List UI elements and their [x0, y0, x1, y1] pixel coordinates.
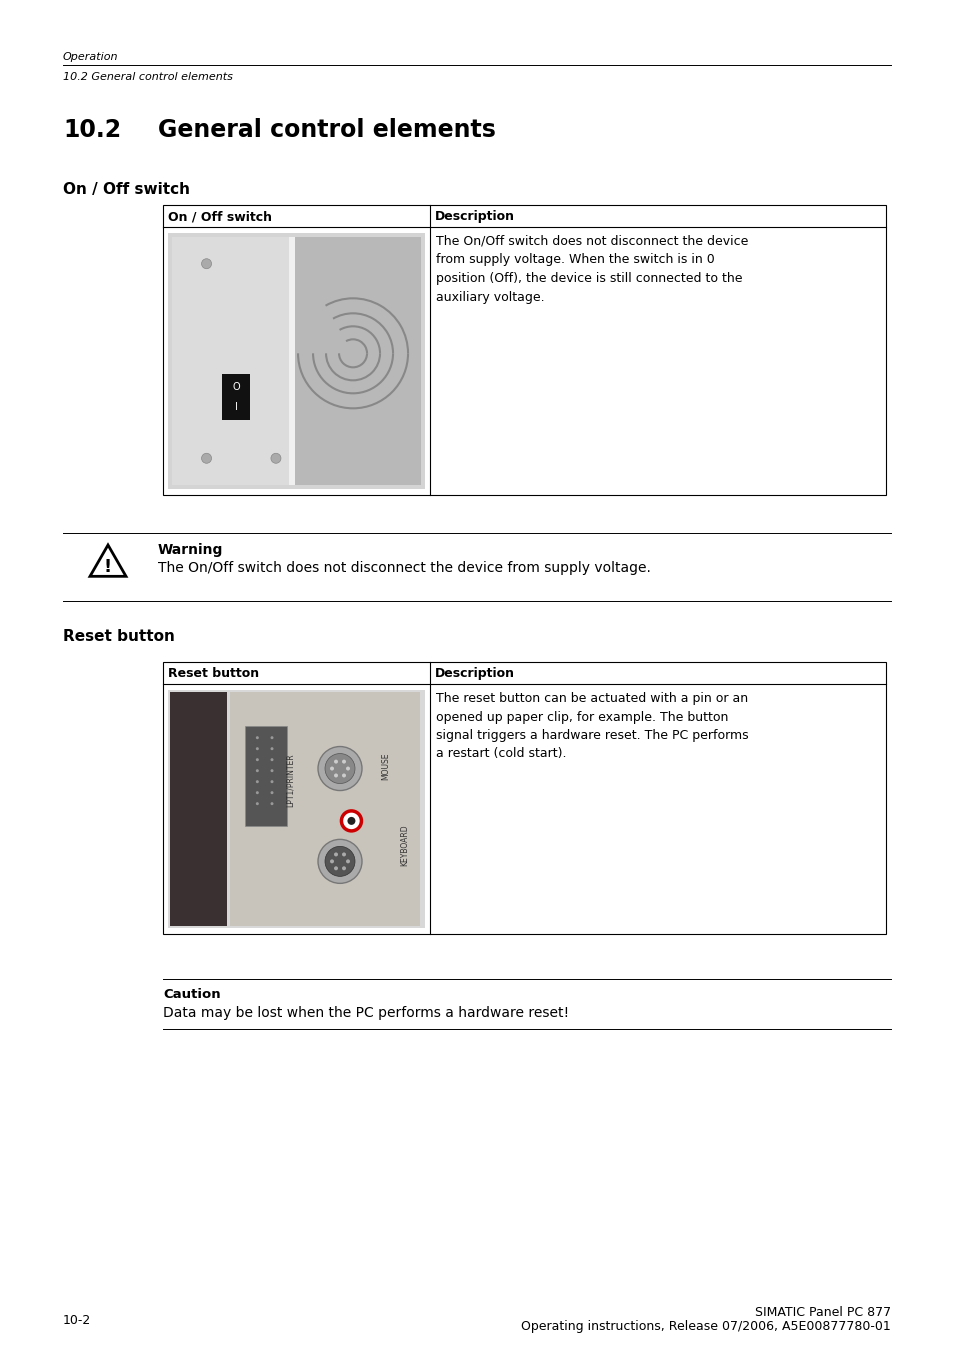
Circle shape — [334, 852, 337, 857]
Text: Reset button: Reset button — [168, 667, 259, 680]
Text: The reset button can be actuated with a pin or an
opened up paper clip, for exam: The reset button can be actuated with a … — [436, 692, 748, 761]
Text: !: ! — [104, 558, 112, 577]
Circle shape — [271, 769, 274, 773]
Text: MOUSE: MOUSE — [381, 753, 390, 780]
Bar — [291, 236, 420, 485]
Circle shape — [255, 769, 258, 773]
Text: 10.2: 10.2 — [63, 118, 121, 142]
Circle shape — [341, 811, 361, 831]
Bar — [222, 374, 250, 420]
Text: General control elements: General control elements — [158, 118, 496, 142]
Circle shape — [341, 866, 346, 870]
Text: Warning: Warning — [158, 543, 223, 557]
Bar — [172, 236, 294, 485]
Circle shape — [271, 454, 280, 463]
Circle shape — [255, 780, 258, 784]
Text: KEYBOARD: KEYBOARD — [400, 824, 409, 866]
Bar — [230, 692, 419, 925]
Bar — [168, 232, 424, 489]
Text: Description: Description — [435, 667, 515, 680]
Circle shape — [317, 839, 361, 884]
Circle shape — [255, 747, 258, 750]
Circle shape — [201, 259, 212, 269]
Bar — [163, 662, 885, 934]
Circle shape — [330, 766, 334, 770]
Circle shape — [330, 859, 334, 863]
Circle shape — [271, 758, 274, 761]
Circle shape — [334, 759, 337, 763]
Text: I: I — [234, 401, 237, 412]
Bar — [163, 205, 885, 494]
Bar — [289, 236, 294, 485]
Text: O: O — [232, 382, 239, 392]
Text: Data may be lost when the PC performs a hardware reset!: Data may be lost when the PC performs a … — [163, 1006, 569, 1020]
Circle shape — [271, 780, 274, 784]
Circle shape — [334, 866, 337, 870]
Text: The On/Off switch does not disconnect the device
from supply voltage. When the s: The On/Off switch does not disconnect th… — [436, 235, 747, 304]
Text: Operation: Operation — [63, 51, 118, 62]
Circle shape — [341, 759, 346, 763]
Text: Operating instructions, Release 07/2006, A5E00877780-01: Operating instructions, Release 07/2006,… — [520, 1320, 890, 1333]
Bar — [168, 690, 424, 928]
Circle shape — [325, 754, 355, 784]
Text: On / Off switch: On / Off switch — [168, 209, 272, 223]
Circle shape — [271, 736, 274, 739]
Circle shape — [334, 774, 337, 777]
Circle shape — [341, 852, 346, 857]
Circle shape — [255, 792, 258, 794]
Circle shape — [346, 766, 350, 770]
Circle shape — [255, 758, 258, 761]
Circle shape — [271, 802, 274, 805]
Circle shape — [325, 846, 355, 877]
Circle shape — [255, 736, 258, 739]
Text: LPT1/PRINTER: LPT1/PRINTER — [286, 754, 294, 808]
Circle shape — [341, 774, 346, 777]
Text: 10.2 General control elements: 10.2 General control elements — [63, 72, 233, 82]
Text: Caution: Caution — [163, 988, 220, 1001]
Circle shape — [201, 454, 212, 463]
Circle shape — [346, 859, 350, 863]
Circle shape — [271, 747, 274, 750]
Text: Description: Description — [435, 209, 515, 223]
Circle shape — [271, 792, 274, 794]
Text: 10-2: 10-2 — [63, 1315, 91, 1327]
Bar — [170, 692, 226, 925]
Text: On / Off switch: On / Off switch — [63, 182, 190, 197]
Bar — [245, 725, 287, 825]
Text: The On/Off switch does not disconnect the device from supply voltage.: The On/Off switch does not disconnect th… — [158, 561, 650, 576]
Circle shape — [317, 747, 361, 790]
Bar — [172, 236, 420, 485]
Text: SIMATIC Panel PC 877: SIMATIC Panel PC 877 — [754, 1306, 890, 1319]
Circle shape — [347, 817, 355, 825]
Circle shape — [255, 802, 258, 805]
Text: Reset button: Reset button — [63, 630, 174, 644]
